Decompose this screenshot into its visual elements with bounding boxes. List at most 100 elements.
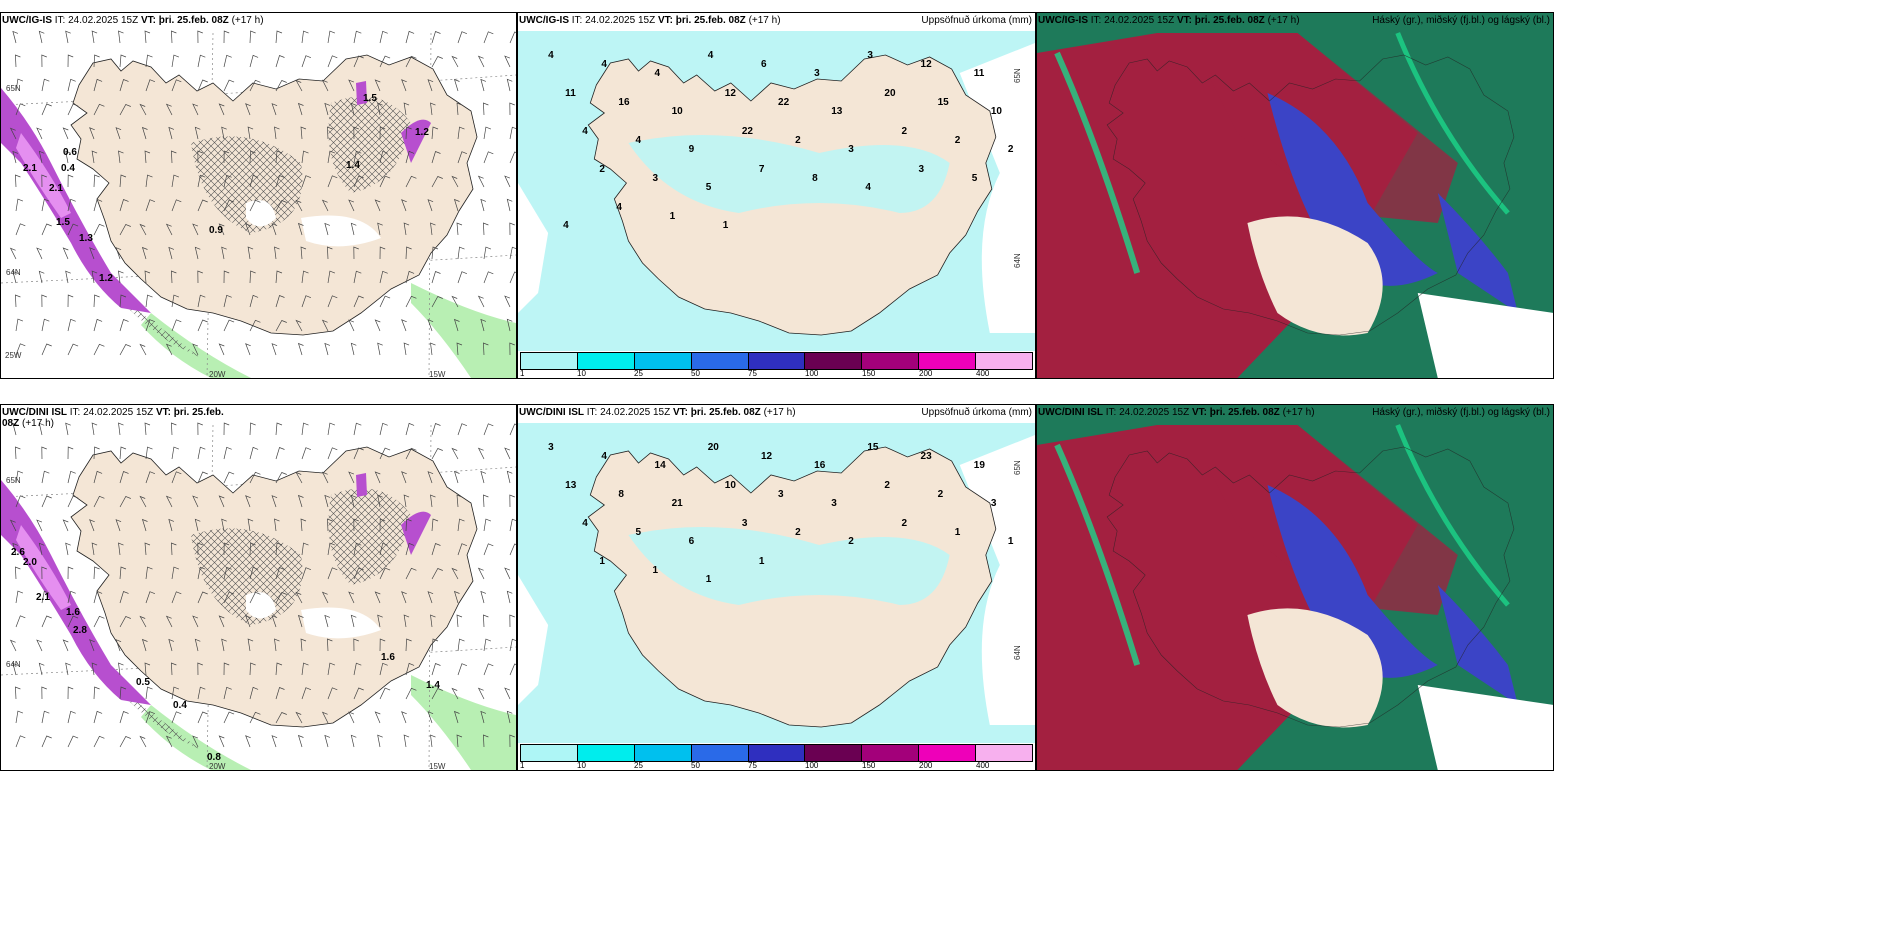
precip-value-label: 1 [955,527,961,538]
wind-barb [353,150,362,164]
wind-barb [41,615,52,628]
wind-barb [379,447,391,460]
wind-barb [91,270,98,284]
wind-barb [275,270,283,284]
wind-barb [275,150,283,164]
wind-barb [245,735,251,748]
wind-barb [377,102,383,116]
wind-barb [301,567,312,580]
precip-value-label: 4 [601,59,607,70]
wind-barb [115,639,122,652]
wind-barb [67,223,79,236]
axis-label: 25W [5,351,22,360]
wind-barb [353,246,359,260]
wind-barb [165,495,173,508]
wind-barb [327,295,338,308]
wind-barb [89,247,95,260]
wind-barb [457,638,465,652]
precip-green-area [141,313,251,378]
wind-barb [321,79,329,92]
low-cloud-field [1267,485,1438,678]
precip-value-label: 1.5 [363,93,377,104]
precip-value-label: 12 [761,451,773,462]
legend-bar [520,352,1033,370]
wind-barb [274,246,280,260]
wind-barb [321,591,329,604]
wind-barb [324,342,331,356]
wind-barb [377,494,383,508]
wind-barb [171,319,182,332]
precip-value-label: 22 [778,97,790,108]
wind-barb [271,735,278,748]
wind-barb [327,30,336,44]
wind-barb [405,55,417,68]
wind-barb [403,614,410,628]
wind-barb [327,270,336,284]
wind-barb [350,734,357,748]
wind-barb [431,638,439,652]
precip-value-label: 1.5 [56,217,70,228]
wind-barbs [9,422,516,748]
wind-barb [15,54,21,68]
legend-swatch [691,353,749,369]
legend-swatch [862,745,920,761]
wind-barb [430,342,436,356]
wind-barb [171,174,180,188]
wind-barb [405,447,417,460]
wind-barb [223,446,232,460]
wind-barb [431,688,443,700]
wind-barb [65,150,71,164]
legend-tick-label: 75 [748,369,757,378]
wind-barb [451,687,459,700]
wind-barb [139,495,147,508]
wind-barb [41,78,50,92]
wind-barb [93,615,105,628]
wind-barb [374,591,381,604]
map-canvas [1037,13,1553,378]
wind-barb [297,102,304,116]
wind-barb [374,471,381,484]
precip-value-label: 2 [901,126,907,137]
precip-value-label: 1 [670,211,676,222]
wind-barb [245,495,251,508]
wind-barb [405,126,412,140]
wind-barb [223,270,230,284]
wind-barb [401,471,407,484]
wind-barb [379,542,388,556]
wind-barb [301,30,309,44]
wind-barb [15,198,24,212]
wind-barb [456,494,463,508]
legend-tick-label: 10 [577,761,586,770]
wind-barb [194,518,201,532]
map-canvas: 3414201216152319138211033223456322211111… [518,423,1035,743]
panel-title: Háský (gr.), miðský (fj.bl.) og lágský (… [1372,15,1550,26]
legend-tick-label: 100 [805,369,819,378]
wind-barb [301,422,309,436]
precip-value-label: 3 [919,164,925,175]
wind-barb [91,30,98,44]
wind-barb [171,542,177,556]
wind-barb [67,710,76,724]
wind-barb [119,591,129,604]
wind-barb [221,638,227,652]
precip-green-area [141,705,251,770]
wind-barb [431,423,441,436]
wind-barb [192,495,199,508]
map-canvas: 2.62.0 2.1 1.6 2.8 0.5 0.4 1.6 1.4 0.8 65N 64N 15W 2… [1,422,516,770]
wind-barb [275,200,287,212]
precip-value-label: 0.8 [207,752,221,763]
wind-barb [249,591,261,604]
map-canvas: 4444633121111161012221320151044922232222… [518,31,1035,351]
legend-swatch [805,745,863,761]
wind-barb [144,150,151,164]
wind-barb [119,199,129,212]
wind-barb [275,687,285,700]
wind-barb [139,103,147,116]
wind-barb [297,734,304,748]
wind-barb [67,686,74,700]
wind-barb [15,174,21,188]
legend-swatch [748,745,806,761]
legend-tick-label: 200 [919,761,933,770]
clear-land [1247,608,1383,728]
wind-barb [509,734,515,748]
